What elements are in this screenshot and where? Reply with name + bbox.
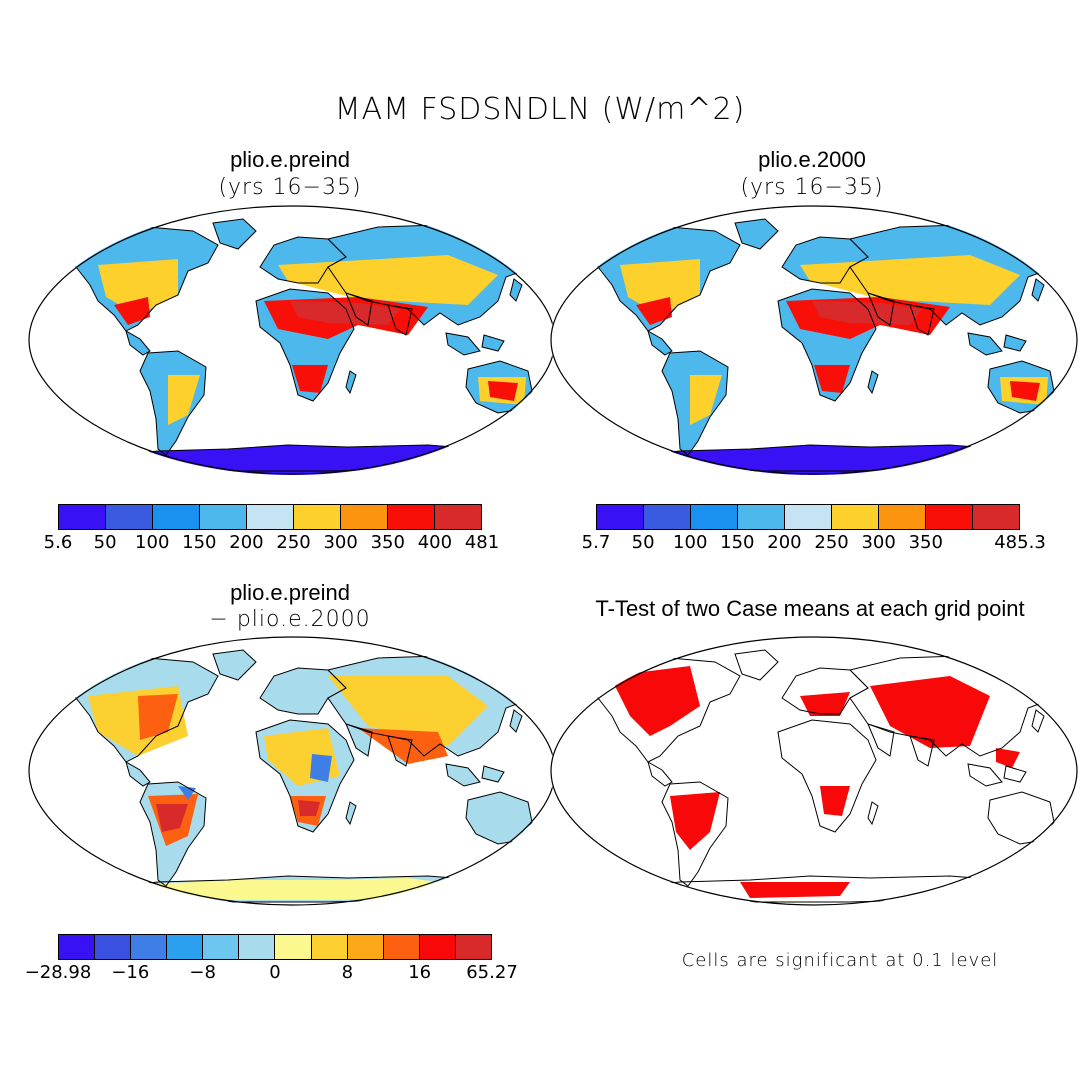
panel-1-title: plio.e.preind <box>230 147 350 172</box>
colorbar-tick-label: 200 <box>767 532 802 553</box>
colorbar-tick-label: 250 <box>814 532 849 553</box>
map-border <box>550 205 1078 475</box>
colorbar-swatch <box>341 505 388 529</box>
colorbar-swatch <box>294 505 341 529</box>
warm-region <box>620 255 1048 425</box>
colorbar-swatch <box>926 505 973 529</box>
colorbar-swatch <box>455 935 491 959</box>
panel-1-subtitle: (yrs 16−35) <box>218 175 362 200</box>
colorbar-swatch <box>388 505 435 529</box>
colorbar-swatch <box>200 505 247 529</box>
colorbar-tick-label: 0 <box>269 962 281 983</box>
colorbar-swatch <box>275 935 312 959</box>
colorbar-tick-label: 300 <box>323 532 358 553</box>
map-panel-2 <box>550 205 1078 475</box>
colorbar-swatch <box>311 935 348 959</box>
colorbar-tick-label: 65.27 <box>466 962 518 983</box>
figure-title: MAM FSDSNDLN (W/m^2) <box>334 92 746 127</box>
colorbar-tick-label: 5.6 <box>43 532 73 553</box>
colorbar-1-labels: 5.6 50 100 150 200 250 300 350 400 481 <box>44 532 500 556</box>
panel-2-title: plio.e.2000 <box>758 147 866 172</box>
colorbar-swatch <box>832 505 879 529</box>
colorbar-swatch <box>691 505 738 529</box>
warm-region <box>98 255 526 425</box>
ocean <box>550 636 1078 906</box>
colorbar-tick-label: 350 <box>908 532 943 553</box>
colorbar-swatch <box>247 505 294 529</box>
panel-4-title: T-Test of two Case means at each grid po… <box>595 596 1025 621</box>
colorbar-swatch <box>419 935 456 959</box>
colorbar-swatch <box>203 935 240 959</box>
map-panel-4 <box>550 636 1078 906</box>
colorbar-tick-label: 50 <box>93 532 117 553</box>
antarctica-positive <box>108 878 468 900</box>
colorbar-tick-label: 150 <box>182 532 217 553</box>
colorbar-tick-label: −16 <box>111 962 150 983</box>
colorbar-swatch <box>167 935 204 959</box>
colorbar-tick-label: 8 <box>341 962 354 983</box>
map-border <box>550 636 1078 906</box>
colorbar-tick-label: 250 <box>276 532 311 553</box>
colorbar-swatch <box>738 505 785 529</box>
colorbar-tick-label: 481 <box>464 532 500 553</box>
colorbar-tick-label: 100 <box>673 532 708 553</box>
colorbar-swatch <box>239 935 276 959</box>
colorbar-3 <box>58 934 492 960</box>
panel-3-subtitle: − plio.e.2000 <box>209 607 371 632</box>
map-panel-1 <box>28 205 556 475</box>
map-panel-3 <box>28 636 556 906</box>
colorbar-3-labels: −28.98 −16 −8 0 8 16 65.27 <box>25 962 518 986</box>
map-border <box>28 205 556 475</box>
peak-region <box>812 301 922 325</box>
colorbar-2 <box>596 504 1020 530</box>
colorbar-swatch <box>347 935 384 959</box>
colorbar-tick-label: 350 <box>370 532 405 553</box>
colorbar-swatch <box>95 935 132 959</box>
colorbar-tick-label: 200 <box>229 532 264 553</box>
colorbar-tick-label: 50 <box>631 532 655 553</box>
colorbar-tick-label: 150 <box>720 532 755 553</box>
peak-region <box>290 301 400 325</box>
significance-note: Cells are significant at 0.1 level <box>681 950 999 971</box>
significant-cells <box>610 666 1020 898</box>
colorbar-swatch <box>106 505 153 529</box>
colorbar-swatch <box>879 505 926 529</box>
colorbar-tick-label: 485.3 <box>994 532 1046 553</box>
colorbar-swatch <box>644 505 691 529</box>
colorbar-tick-label: −8 <box>189 962 216 983</box>
colorbar-swatch <box>973 505 1019 529</box>
colorbar-swatch <box>785 505 832 529</box>
colorbar-tick-label: 100 <box>135 532 170 553</box>
colorbar-swatch <box>131 935 168 959</box>
colorbar-tick-label: 5.7 <box>581 532 611 553</box>
colorbar-swatch <box>59 505 106 529</box>
colorbar-tick-label: −28.98 <box>24 962 92 983</box>
panel-2-subtitle: (yrs 16−35) <box>740 175 884 200</box>
colorbar-swatch <box>59 935 96 959</box>
colorbar-tick-label: 16 <box>408 962 432 983</box>
colorbar-swatch <box>597 505 644 529</box>
peak-positive-region <box>156 800 320 832</box>
panel-3-title: plio.e.preind <box>230 580 350 605</box>
colorbar-swatch <box>153 505 200 529</box>
colorbar-1 <box>58 504 482 530</box>
colorbar-2-labels: 5.7 50 100 150 200 250 300 350 485.3 <box>582 532 1046 556</box>
colorbar-swatch <box>435 505 481 529</box>
map-border <box>28 636 556 906</box>
colorbar-tick-label: 400 <box>417 532 453 553</box>
colorbar-tick-label: 300 <box>861 532 896 553</box>
colorbar-swatch <box>383 935 420 959</box>
